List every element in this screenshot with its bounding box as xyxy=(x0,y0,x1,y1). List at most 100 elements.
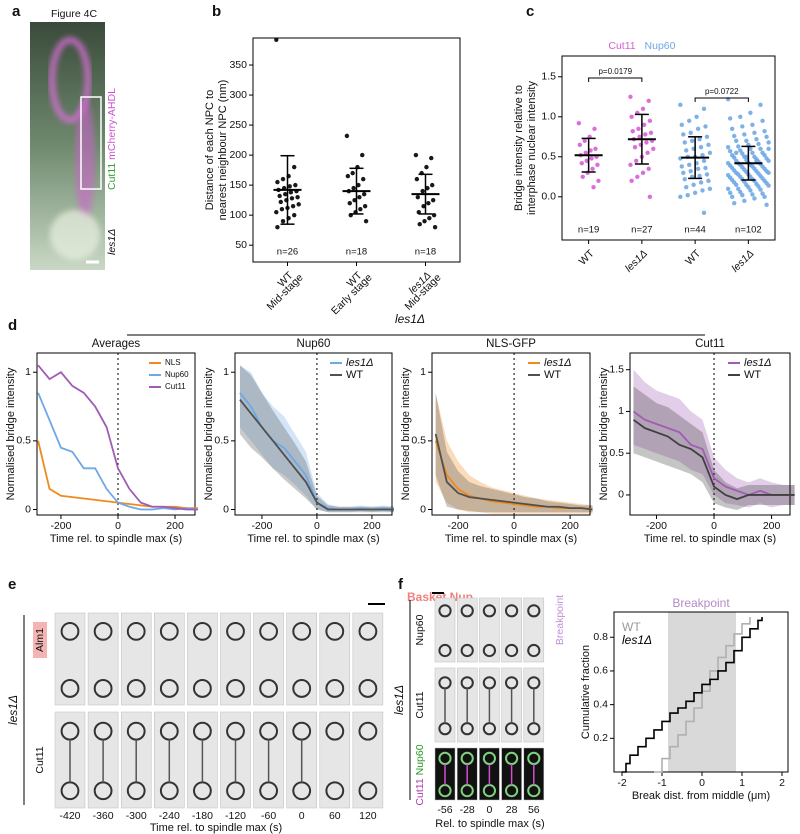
data-point xyxy=(750,192,755,197)
data-point xyxy=(432,224,438,230)
data-point xyxy=(740,124,745,129)
legend-label: WT xyxy=(622,620,641,634)
y-tick-label: 100 xyxy=(229,209,247,221)
x-tick-label: -1 xyxy=(657,777,666,789)
nucleus xyxy=(193,622,212,641)
data-point xyxy=(701,158,707,163)
channel-label: Nup60 xyxy=(414,744,426,775)
annotation: p=0.0179 xyxy=(598,67,632,76)
panel-label: a xyxy=(12,3,21,20)
nucleus xyxy=(482,643,496,658)
data-point xyxy=(580,174,585,179)
data-point xyxy=(748,146,753,151)
y-tick-label: 1 xyxy=(25,366,31,378)
data-point xyxy=(766,158,771,163)
time-label: -240 xyxy=(159,810,180,822)
data-point xyxy=(274,209,279,215)
data-point xyxy=(292,164,297,170)
data-point xyxy=(729,194,735,199)
data-point xyxy=(628,162,633,167)
image-tile xyxy=(319,711,351,809)
time-label: -180 xyxy=(192,810,213,822)
data-point xyxy=(727,190,733,195)
data-point xyxy=(630,129,635,134)
data-point xyxy=(752,196,757,201)
data-point xyxy=(762,153,767,158)
data-point xyxy=(579,161,584,166)
data-point xyxy=(766,170,771,175)
x-tick-label: 200 xyxy=(763,520,781,532)
data-point xyxy=(421,203,426,209)
series-line xyxy=(434,433,593,511)
data-point xyxy=(280,218,286,224)
data-point xyxy=(691,182,696,187)
data-point xyxy=(280,176,286,182)
chart-title: Nup60 xyxy=(297,338,331,350)
y-tick-label: 300 xyxy=(229,89,247,101)
data-point xyxy=(700,153,705,158)
data-point xyxy=(681,170,686,175)
y-tick-label: 0.4 xyxy=(593,698,608,710)
y-tick-label: 350 xyxy=(229,59,247,71)
legend-label: les1Δ xyxy=(622,633,652,647)
data-point xyxy=(703,165,708,171)
data-point xyxy=(420,188,425,194)
time-label: 60 xyxy=(329,810,341,822)
x-axis-label: Time rel. to spindle max (s) xyxy=(50,533,182,545)
panel-title: Basket Nup xyxy=(407,590,473,604)
nucleus xyxy=(482,604,496,618)
x-tick-label: 0 xyxy=(699,777,705,789)
series-line xyxy=(622,617,763,773)
data-point xyxy=(727,116,733,121)
image-tile xyxy=(352,711,384,809)
nucleus xyxy=(505,643,519,658)
data-point xyxy=(750,122,755,128)
side-label: Breakpoint xyxy=(554,595,566,645)
y-tick-label: 1.5 xyxy=(609,363,624,375)
y-tick-label: 1 xyxy=(420,366,426,378)
data-point xyxy=(732,133,737,139)
legend-label: Nup60 xyxy=(645,40,676,52)
legend-label: WT xyxy=(346,369,363,381)
series-line xyxy=(632,419,795,501)
x-axis-label: Break dist. from middle (μm) xyxy=(632,790,770,802)
data-point xyxy=(736,186,741,191)
data-point xyxy=(760,191,765,196)
y-tick-label: 0 xyxy=(25,503,31,515)
data-point xyxy=(725,186,731,191)
legend-label: les1Δ xyxy=(744,357,772,369)
y-axis-label: nearest neighbour NPC (nm) xyxy=(217,80,229,221)
data-point xyxy=(628,94,633,100)
data-point xyxy=(756,184,761,189)
y-tick-label: 0.5 xyxy=(411,435,426,447)
data-point xyxy=(648,130,654,135)
data-point xyxy=(278,199,283,205)
row-label: Cut11 Nup60 xyxy=(414,744,426,805)
x-tick-label: -200 xyxy=(50,520,71,532)
nucleus xyxy=(438,604,452,618)
data-point xyxy=(738,189,743,195)
nucleus xyxy=(325,781,345,801)
data-point xyxy=(643,132,648,137)
nucleus xyxy=(325,622,345,641)
data-point xyxy=(646,98,651,104)
nucleus xyxy=(527,784,541,798)
data-point xyxy=(640,170,646,175)
y-tick-label: 0 xyxy=(420,503,426,515)
legend-label: les1Δ xyxy=(346,357,374,369)
nucleus xyxy=(159,679,179,698)
nucleus xyxy=(460,604,474,618)
legend-label: Cut11 xyxy=(165,382,186,391)
data-point xyxy=(687,118,692,124)
data-point xyxy=(427,215,432,221)
nucleus xyxy=(358,721,378,741)
data-point xyxy=(688,169,693,174)
data-point xyxy=(596,178,601,183)
data-point xyxy=(766,140,771,145)
data-point xyxy=(635,174,640,179)
image-tile xyxy=(434,597,456,663)
image-tile xyxy=(286,612,317,706)
x-tick-label: -200 xyxy=(646,520,667,532)
chart-title: Cut11 xyxy=(695,338,725,350)
n-label: n=18 xyxy=(346,247,367,258)
